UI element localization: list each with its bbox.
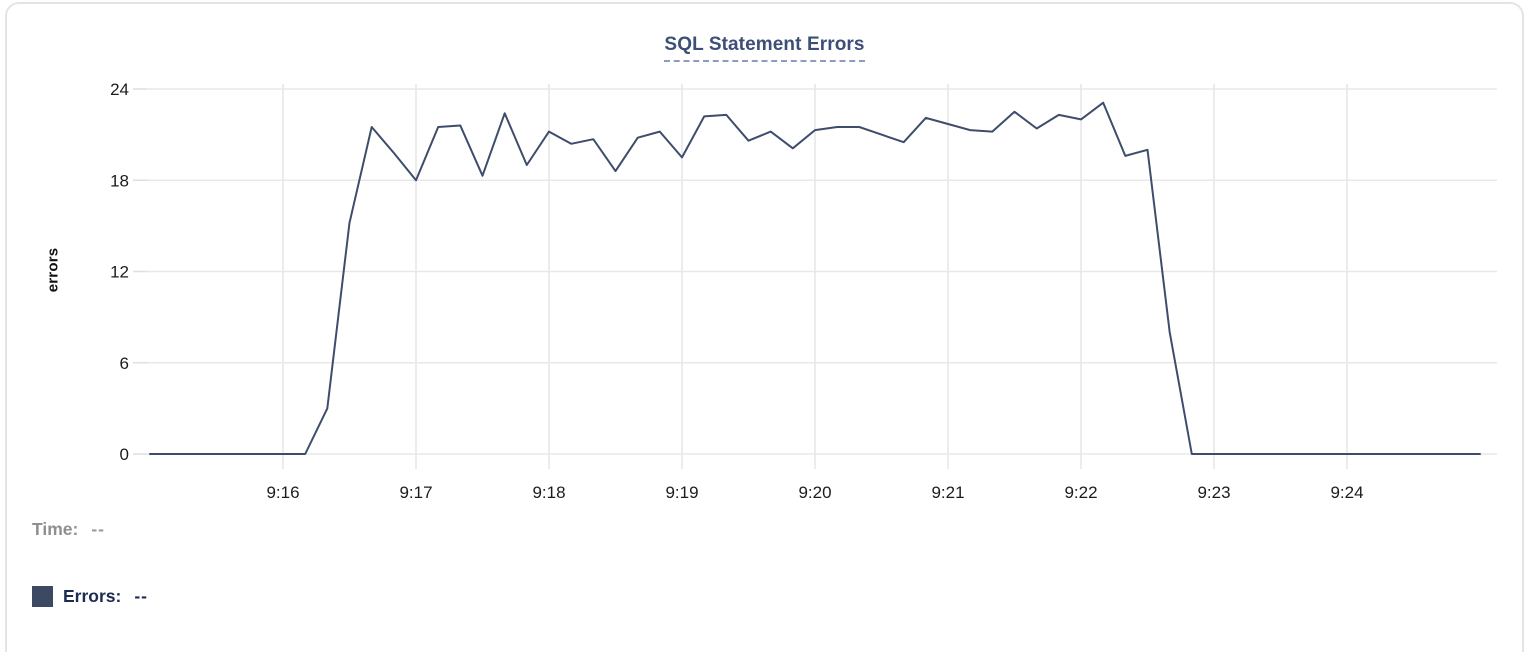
line-chart-plot-area[interactable]: 0 6 12 18 24 9:16 9:17 9:18 9:19 9:20 9:21 9:22 9:23… (7, 4, 1528, 652)
legend-item-errors[interactable]: Errors: -- (32, 586, 148, 607)
x-tick-label: 9:22 (1064, 483, 1097, 502)
x-tick-label: 9:19 (665, 483, 698, 502)
x-tick-label: 9:18 (532, 483, 565, 502)
x-tick-label: 9:16 (266, 483, 299, 502)
chart-title-link[interactable]: SQL Statement Errors (664, 34, 865, 62)
y-tick-label: 6 (120, 354, 129, 373)
legend-label: Errors: (63, 586, 122, 606)
chart-card: SQL Statement Errors errors 0 6 12 18 24 9:16… (5, 2, 1524, 652)
y-tick-label: 12 (110, 263, 129, 282)
x-tick-label: 9:20 (798, 483, 831, 502)
x-tick-label: 9:23 (1197, 483, 1230, 502)
x-tick-label: 9:21 (931, 483, 964, 502)
chart-header: SQL Statement Errors (7, 34, 1522, 62)
time-label: Time: (32, 519, 79, 539)
series-line-errors (149, 101, 1481, 455)
y-tick-label: 0 (120, 445, 129, 464)
y-tick-label: 24 (110, 80, 129, 99)
legend-swatch (32, 586, 53, 607)
x-tick-label: 9:24 (1330, 483, 1363, 502)
legend-value: -- (134, 586, 149, 606)
hover-time-readout: Time: -- (32, 519, 105, 540)
y-tick-label: 18 (110, 171, 129, 190)
x-tick-label: 9:17 (399, 483, 432, 502)
time-value: -- (91, 519, 106, 539)
